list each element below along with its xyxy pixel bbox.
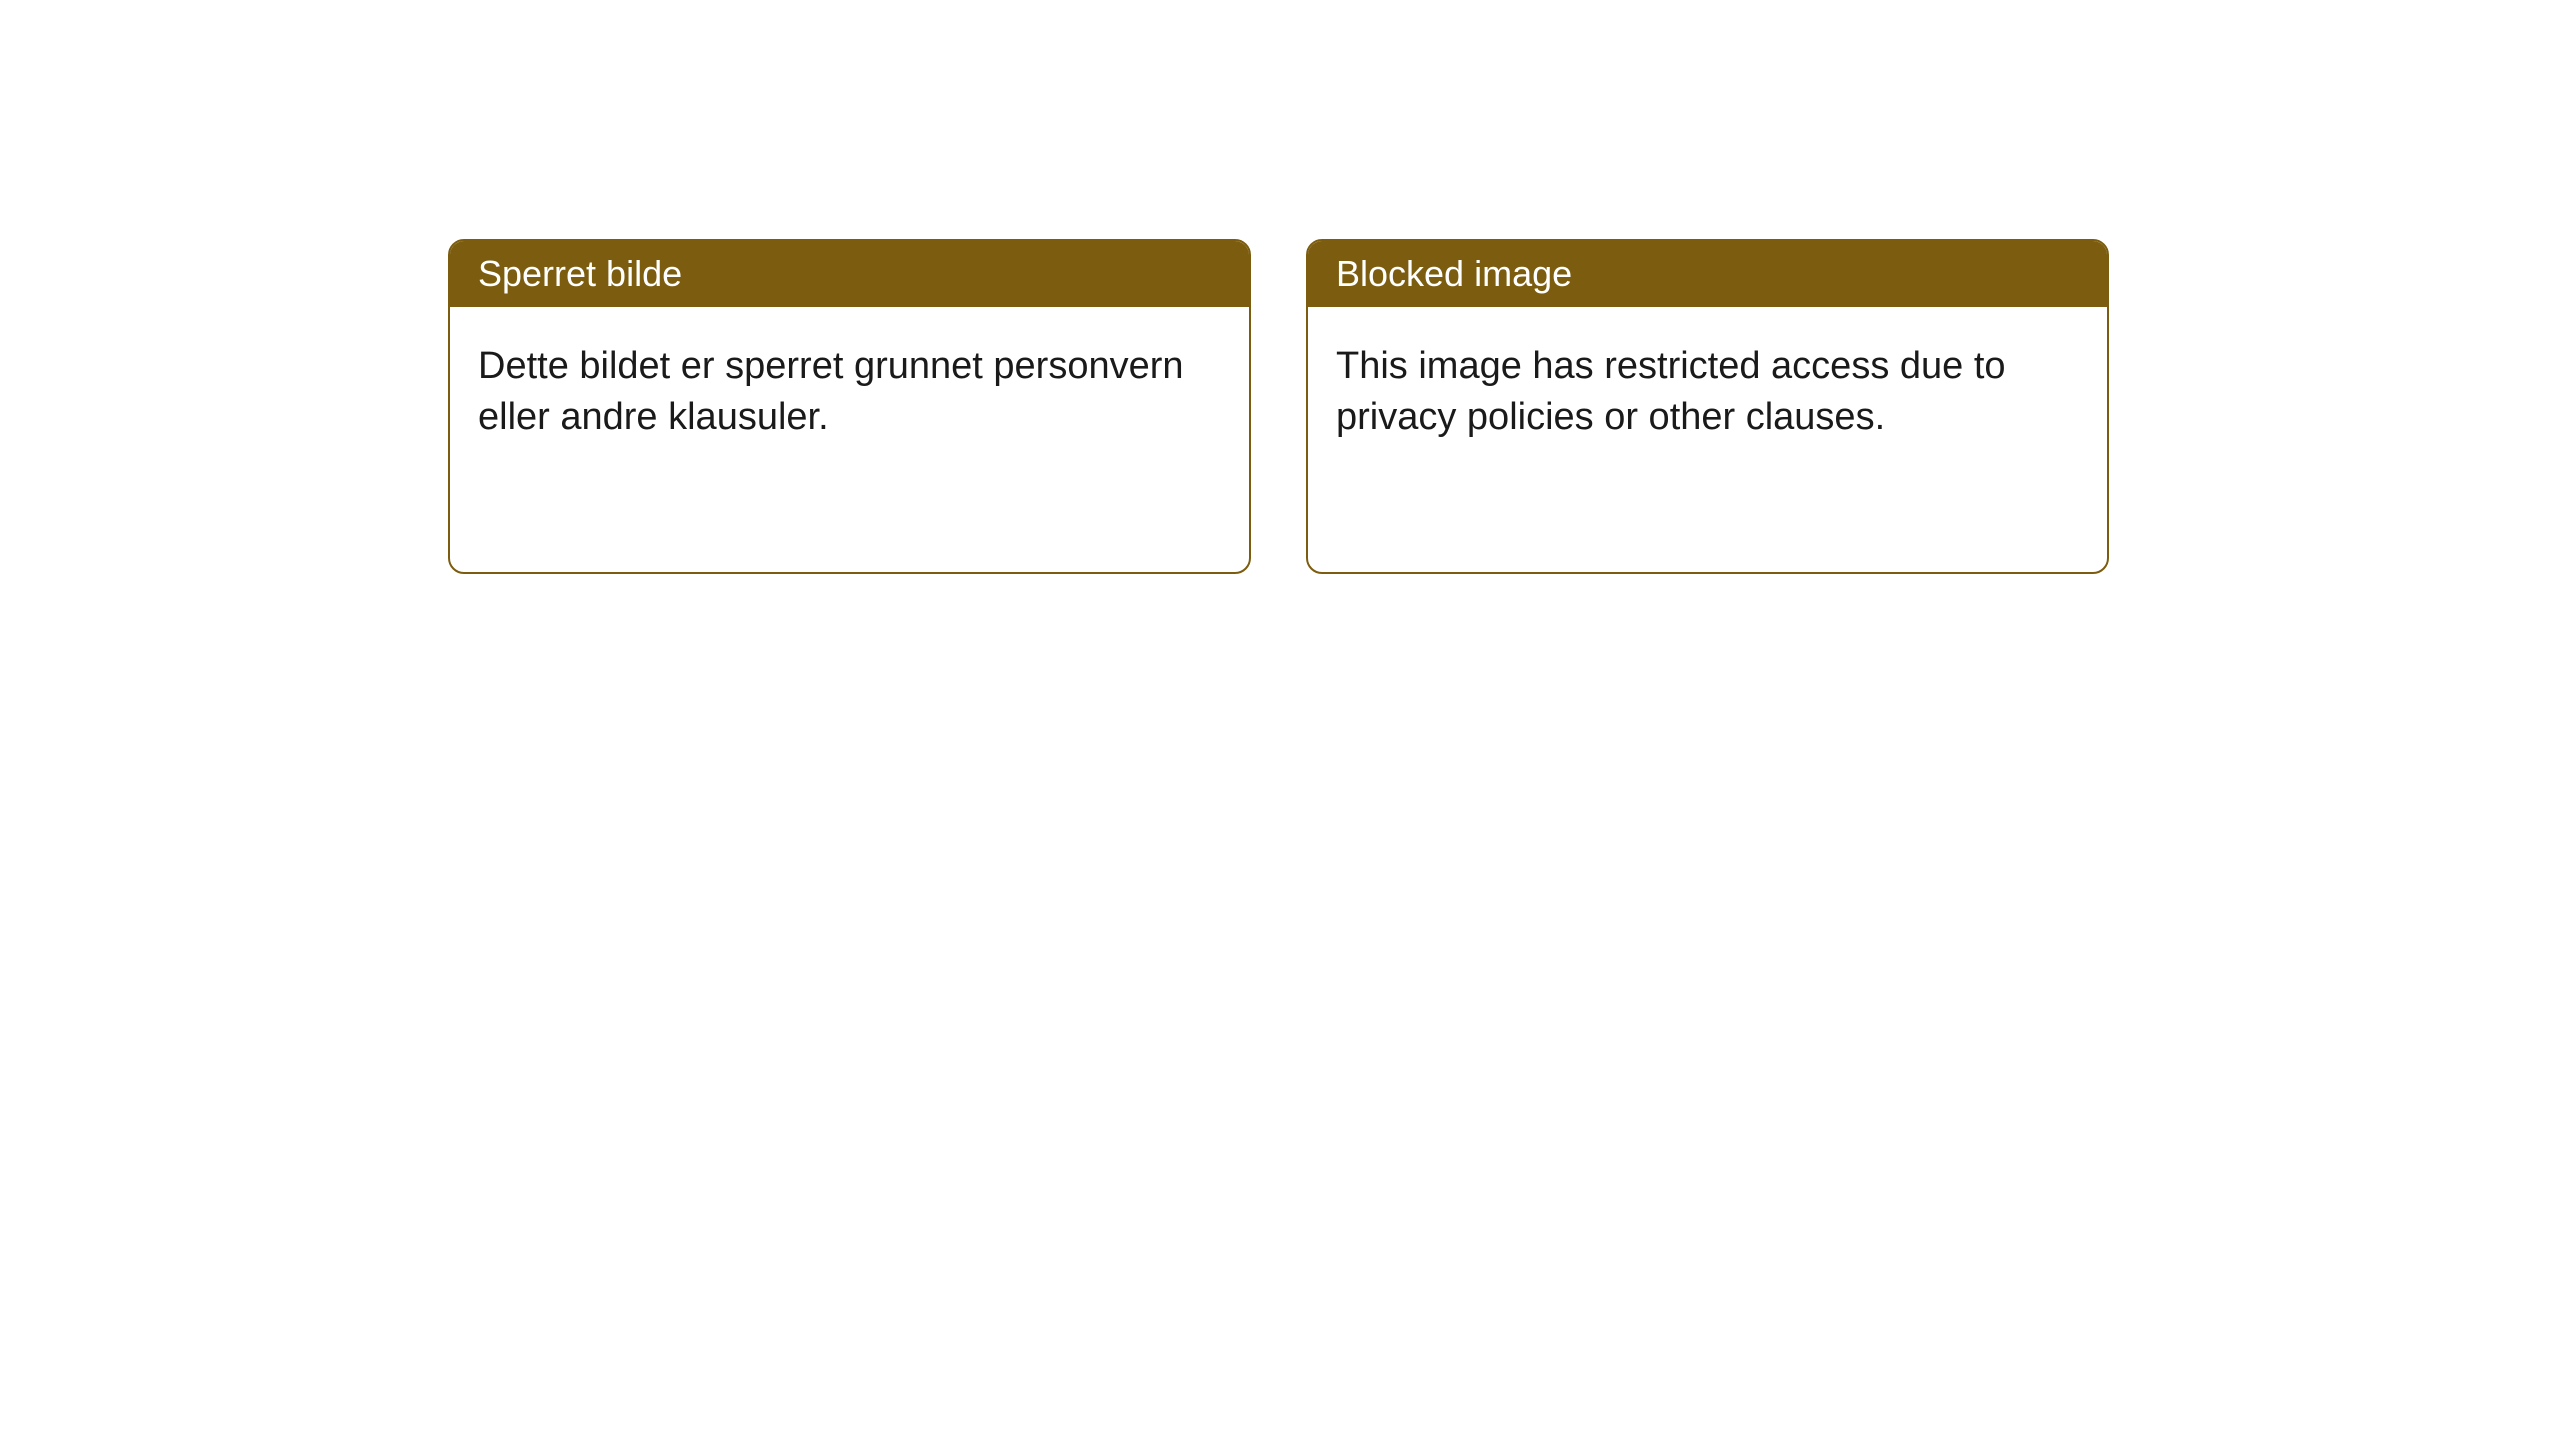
- notice-body: Dette bildet er sperret grunnet personve…: [450, 307, 1249, 478]
- notice-card-english: Blocked image This image has restricted …: [1306, 239, 2109, 574]
- notice-header: Blocked image: [1308, 241, 2107, 307]
- notice-container: Sperret bilde Dette bildet er sperret gr…: [448, 239, 2109, 574]
- notice-body: This image has restricted access due to …: [1308, 307, 2107, 478]
- notice-header: Sperret bilde: [450, 241, 1249, 307]
- notice-card-norwegian: Sperret bilde Dette bildet er sperret gr…: [448, 239, 1251, 574]
